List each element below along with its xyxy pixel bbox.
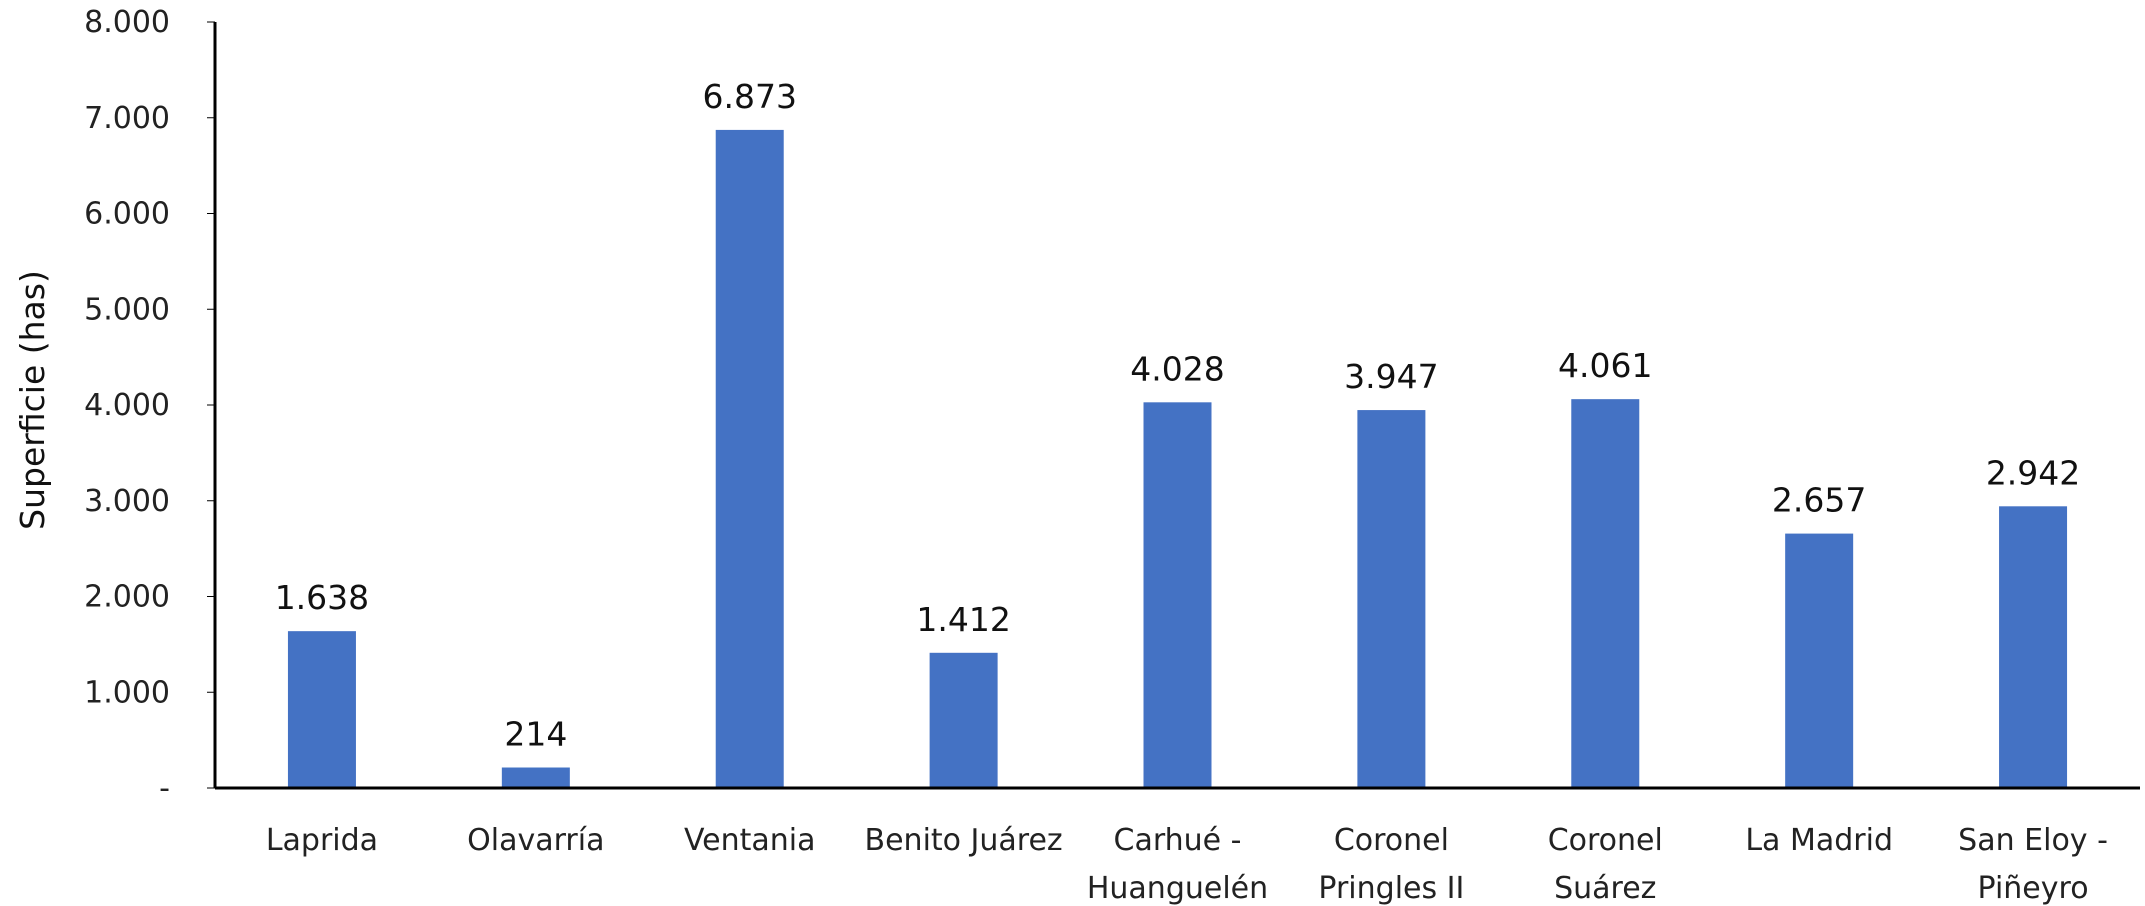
bar — [1357, 410, 1426, 788]
x-tick-label-line: Suárez — [1554, 871, 1656, 906]
x-tick-label: Ventania — [684, 823, 816, 858]
bars — [287, 129, 2068, 788]
x-tick-label: Coronel Suárez — [1548, 823, 1663, 906]
bar-value-label: 214 — [504, 715, 567, 754]
x-tick-label-line: Coronel — [1334, 823, 1449, 858]
bar — [1143, 402, 1212, 788]
x-tick-label: La Madrid — [1745, 823, 1893, 858]
y-tick-label: 5.000 — [84, 292, 170, 327]
x-tick-label-line: Olavarría — [467, 823, 604, 858]
y-tick-label: 7.000 — [84, 101, 170, 136]
bar — [287, 631, 356, 788]
x-tick-label-line: Benito Juárez — [865, 823, 1063, 858]
x-tick-label-line: San Eloy - — [1958, 823, 2108, 858]
bar-value-label: 3.947 — [1344, 357, 1438, 396]
bar-value-label: 4.061 — [1558, 346, 1652, 385]
x-tick-label-line: Huanguelén — [1087, 871, 1268, 906]
x-tick-label-line: La Madrid — [1745, 823, 1893, 858]
x-tick-label: Coronel Pringles II — [1318, 823, 1464, 906]
y-tick-label: 1.000 — [84, 675, 170, 710]
y-tick-label: - — [159, 771, 170, 806]
y-axis-title: Superficie (has) — [13, 270, 52, 530]
y-axis-ticks: - 1.000 2.000 3.000 4.000 5.000 6.000 7.000 8.00… — [84, 5, 215, 806]
x-tick-label-line: Pringles II — [1318, 871, 1464, 906]
bar — [1785, 533, 1854, 788]
y-axis-title-group: Superficie (has) — [13, 270, 52, 530]
bar-value-label: 4.028 — [1130, 349, 1224, 388]
y-tick-label: 6.000 — [84, 197, 170, 232]
x-tick-label-line: Laprida — [266, 823, 378, 858]
x-tick-label: Carhué - Huanguelén — [1087, 823, 1268, 906]
x-tick-label-line: Piñeyro — [1978, 871, 2089, 906]
y-tick-label: 4.000 — [84, 388, 170, 423]
y-tick-label: 3.000 — [84, 484, 170, 519]
x-tick-label: Olavarría — [467, 823, 604, 858]
bar-value-label: 2.657 — [1772, 481, 1866, 520]
bar — [1571, 399, 1640, 788]
data-labels: 1.638 214 6.873 1.412 4.028 3.947 4.061 2.657 2.… — [275, 77, 2081, 754]
bar-value-label: 6.873 — [702, 77, 796, 116]
x-tick-label: San Eloy - Piñeyro — [1958, 823, 2108, 906]
bar-value-label: 1.412 — [916, 600, 1010, 639]
y-tick-label: 2.000 — [84, 580, 170, 615]
bar — [501, 767, 570, 788]
x-tick-label: Laprida — [266, 823, 378, 858]
x-tick-label-line: Ventania — [684, 823, 816, 858]
bar — [929, 652, 998, 788]
bar-value-label: 2.942 — [1986, 453, 2080, 492]
x-tick-label-line: Coronel — [1548, 823, 1663, 858]
x-tick-label-line: Carhué - — [1114, 823, 1242, 858]
y-tick-label: 8.000 — [84, 5, 170, 40]
x-tick-label: Benito Juárez — [865, 823, 1063, 858]
bar-value-label: 1.638 — [275, 578, 369, 617]
x-axis-ticks: Laprida Olavarría Ventania Benito Juárez Car… — [266, 823, 2108, 906]
bar — [1999, 506, 2068, 788]
bar — [715, 129, 784, 788]
